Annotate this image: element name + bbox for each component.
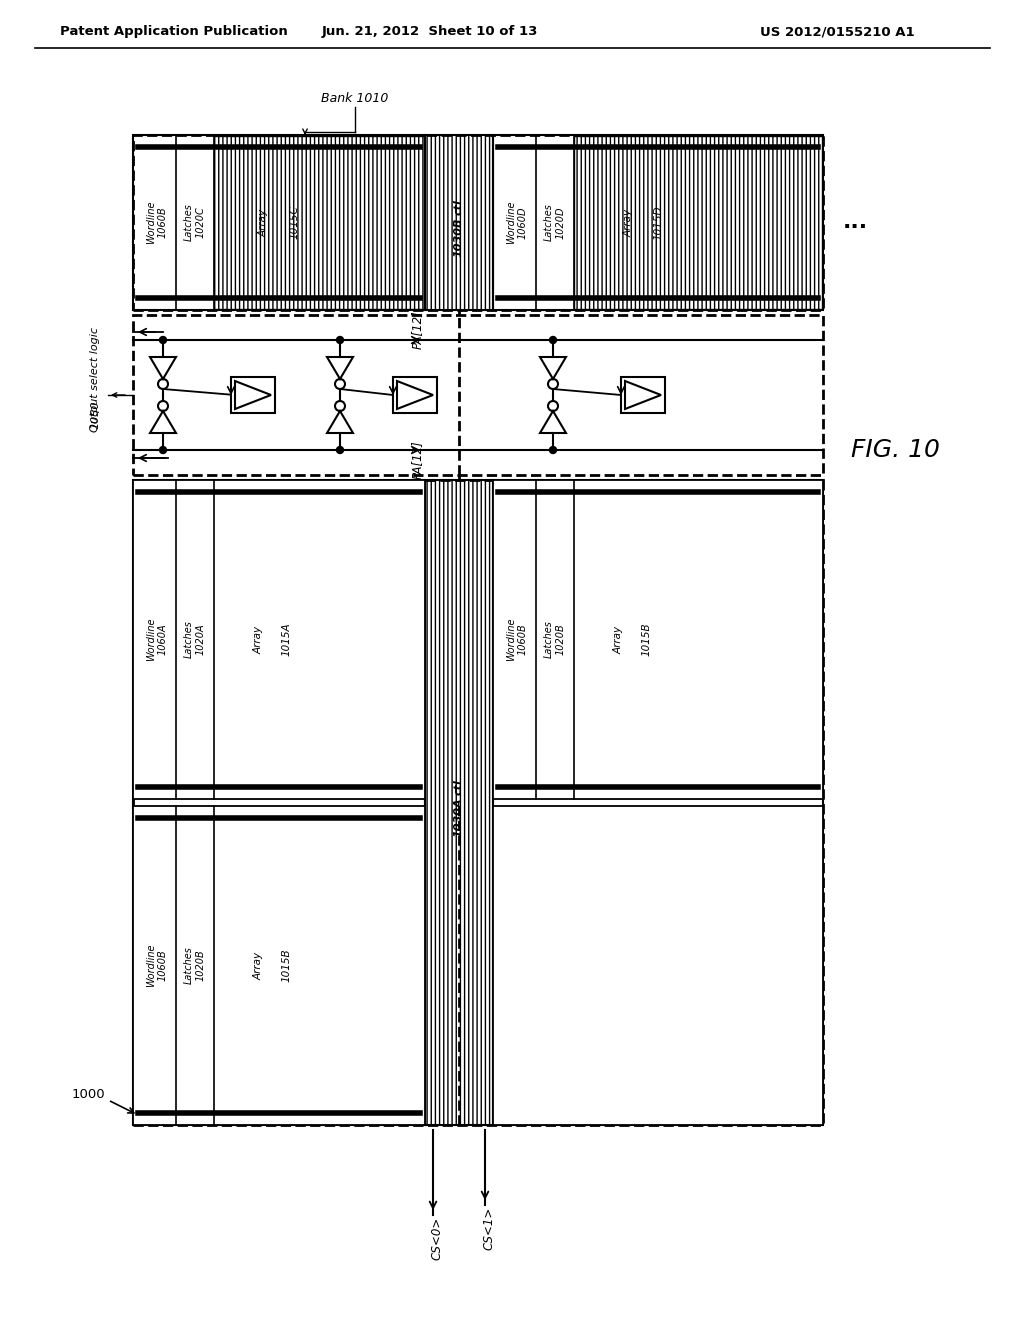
Bar (425, 135, 493, 310)
Text: Wordline
1060B: Wordline 1060B (506, 618, 527, 661)
Text: Latches
1020B: Latches 1020B (544, 620, 566, 659)
Text: Wordline
1060A: Wordline 1060A (146, 618, 168, 661)
Circle shape (160, 337, 167, 343)
Circle shape (550, 337, 556, 343)
Bar (393, 378, 437, 413)
Circle shape (337, 446, 343, 454)
Text: 1015B: 1015B (281, 949, 291, 982)
Text: ctl: ctl (454, 199, 464, 215)
Bar (133, 807, 425, 1125)
Text: PA[12]: PA[12] (411, 441, 424, 479)
Text: Latches
1020A: Latches 1020A (184, 620, 206, 659)
Text: 1000: 1000 (72, 1089, 105, 1101)
Bar (133, 480, 425, 799)
Text: Output select logic: Output select logic (90, 327, 100, 433)
Bar (425, 135, 493, 310)
Text: Jun. 21, 2012  Sheet 10 of 13: Jun. 21, 2012 Sheet 10 of 13 (322, 25, 539, 38)
Text: Latches
1020B: Latches 1020B (184, 946, 206, 985)
Text: FIG. 10: FIG. 10 (851, 438, 939, 462)
Bar (621, 378, 665, 413)
Bar (214, 480, 424, 799)
Bar (133, 135, 425, 310)
Text: US 2012/0155210 A1: US 2012/0155210 A1 (760, 25, 914, 38)
Text: Array: Array (259, 209, 269, 236)
Text: Array: Array (254, 626, 264, 653)
Text: Array: Array (624, 209, 634, 236)
Bar (133, 480, 823, 1125)
Text: 1015B: 1015B (641, 623, 651, 656)
Bar (493, 480, 823, 1125)
Bar (133, 135, 823, 310)
Text: 1015C: 1015C (289, 206, 299, 239)
Text: Bank 1010: Bank 1010 (322, 92, 389, 106)
Text: Latches
1020C: Latches 1020C (184, 203, 206, 242)
Circle shape (160, 446, 167, 454)
Text: 1030A: 1030A (454, 797, 464, 837)
Text: PA[12]: PA[12] (411, 310, 424, 350)
Text: Patent Application Publication: Patent Application Publication (60, 25, 288, 38)
Bar (496, 809, 820, 1122)
Bar (133, 315, 823, 475)
Bar (425, 480, 493, 1125)
Circle shape (337, 337, 343, 343)
Text: Wordline
1060B: Wordline 1060B (146, 201, 168, 244)
Bar (574, 480, 822, 799)
Bar (214, 807, 424, 1125)
Text: Latches
1020D: Latches 1020D (544, 203, 566, 242)
Text: ctl: ctl (454, 780, 464, 796)
Text: Wordline
1060B: Wordline 1060B (146, 944, 168, 987)
Text: CS<1>: CS<1> (482, 1206, 496, 1250)
Text: CS<0>: CS<0> (430, 1217, 443, 1261)
Circle shape (550, 446, 556, 454)
Bar (493, 135, 823, 310)
Text: Array: Array (614, 626, 624, 653)
Bar (493, 807, 823, 1125)
Bar (574, 136, 822, 309)
Text: Array: Array (254, 952, 264, 979)
Bar (231, 378, 275, 413)
Text: 1015A: 1015A (281, 623, 291, 656)
Text: ...: ... (843, 213, 867, 232)
Text: 1015D: 1015D (654, 205, 664, 240)
Text: 1050: 1050 (90, 401, 100, 429)
Text: Wordline
1060D: Wordline 1060D (506, 201, 527, 244)
Text: 1030B: 1030B (454, 218, 464, 257)
Bar (133, 480, 425, 1125)
Bar (214, 136, 424, 309)
Bar (425, 480, 493, 1125)
Bar (493, 480, 823, 799)
